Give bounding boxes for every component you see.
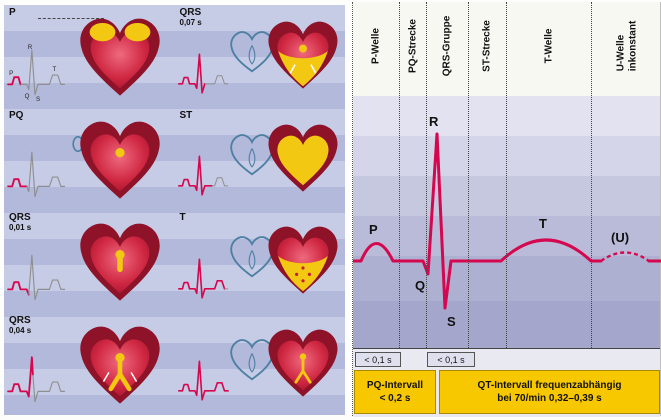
trace-letter-t: T (53, 65, 57, 72)
qt-interval-line2: bei 70/min 0,32–0,39 s (497, 393, 602, 404)
phase-name: T (179, 212, 186, 223)
column-t-welle: T-Welle (506, 2, 591, 96)
heart-illustration-septum-start (79, 223, 160, 301)
column-u-welle: U-Welle inkonstant (591, 2, 661, 96)
phase-cell-pq: PQ (4, 108, 175, 211)
column-separator (591, 2, 592, 348)
phase-name: ST (179, 109, 193, 121)
heart-outline-illustration (229, 31, 274, 73)
ecg-trace (177, 155, 228, 196)
column-separator (506, 2, 507, 348)
heart-illustration-bundle-branches (79, 326, 160, 404)
pq-interval-line2: < 0,2 s (379, 393, 411, 404)
phase-label: PQ (9, 109, 24, 121)
ecg-trace (177, 257, 228, 299)
phase-duration: 0,07 s (179, 18, 202, 27)
trace-letter-s: S (36, 95, 40, 102)
heart-illustration-repolarisation (268, 226, 338, 294)
phase-name: QRS (9, 314, 31, 326)
phase-cell-p: P R P Q S T (4, 5, 175, 108)
phase-label: T (180, 213, 186, 223)
phase-label: P (9, 8, 16, 18)
pq-interval-box: PQ-Intervall < 0,2 s (354, 370, 436, 414)
phase-cell-qrs-001: QRS 0,01 s (4, 210, 175, 313)
column-separator (468, 2, 469, 348)
phase-name: QRS (179, 7, 202, 18)
qt-interval-line1: QT-Intervall frequenzabhängig (477, 380, 622, 391)
p-duration-box: < 0,1 s (355, 352, 401, 367)
phase-cell-st: ST (175, 108, 346, 211)
heart-outline-illustration (229, 133, 274, 175)
phase-label: ST (179, 109, 193, 121)
ecg-trace (177, 52, 228, 94)
phase-cell-qrs-004: QRS 0,04 s (4, 313, 175, 416)
heart-outline-illustration (229, 236, 274, 278)
phase-cell-qrs-007: QRS 0,07 s (175, 5, 346, 108)
heart-illustration-ventricles-excited (268, 21, 338, 89)
heart-outline-illustration (229, 338, 274, 380)
column-label: PQ-Strecke (406, 19, 418, 73)
column-separator (426, 2, 427, 348)
column-pq-strecke: PQ-Strecke (399, 2, 426, 96)
phase-cell-end (175, 313, 346, 416)
ecg-trace: R P Q S T (7, 44, 65, 102)
wave-label-s: S (447, 314, 456, 329)
column-st-strecke: ST-Strecke (468, 2, 506, 96)
trace-letter-p: P (9, 70, 13, 77)
phase-cell-t: T (175, 210, 346, 313)
phase-label: QRS 0,07 s (180, 8, 202, 28)
phase-name: PQ (9, 109, 24, 121)
phase-duration: 0,01 s (9, 223, 32, 232)
repolarisation-dots (295, 266, 311, 283)
heart-illustration-fully-excited (268, 124, 338, 192)
u-wave-dashed (600, 251, 650, 262)
ecg-diagram-panel: P-Welle PQ-Strecke QRS-Gruppe ST-Strecke… (352, 2, 661, 417)
column-label: U-Welle (615, 34, 626, 72)
column-label: T-Welle (542, 28, 554, 64)
phase-name: QRS (9, 212, 31, 223)
ecg-trace (7, 254, 65, 300)
qt-interval-box: QT-Intervall frequenzabhängig bei 70/min… (439, 370, 660, 414)
heart-illustration-av-node (79, 121, 160, 199)
ecg-trace (177, 360, 229, 401)
timing-annotations: < 0,1 s < 0,1 s PQ-Intervall < 0,2 s QT-… (353, 348, 660, 417)
column-label: ST-Strecke (481, 20, 493, 72)
column-p-welle: P-Welle (353, 2, 399, 96)
heart-illustration-atria-excited (79, 18, 160, 96)
ecg-trace (7, 356, 65, 403)
wave-label-t: T (539, 216, 547, 231)
qrs-duration-box: < 0,1 s (427, 352, 475, 367)
phase-duration: 0,04 s (9, 325, 32, 335)
wave-label-p: P (369, 222, 378, 237)
ecg-trace (7, 151, 65, 198)
heart-illustration-resting (268, 329, 338, 397)
column-label: QRS-Gruppe (441, 15, 453, 77)
ecg-waveform-svg: P R Q S T (U) (353, 114, 661, 329)
column-label-2: inkonstant (626, 20, 638, 72)
ecg-phases-panel: P R P Q S T QRS (4, 5, 345, 415)
phase-name: P (9, 7, 16, 18)
wave-label-r: R (429, 114, 439, 129)
trace-letter-r: R (28, 44, 33, 51)
trace-letter-q: Q (25, 92, 30, 99)
wave-label-q: Q (415, 278, 425, 293)
phase-label: QRS 0,04 s (9, 314, 32, 336)
column-label: P-Welle (370, 28, 382, 64)
column-qrs-gruppe: QRS-Gruppe (426, 2, 468, 96)
phase-label: QRS 0,01 s (9, 213, 31, 233)
pq-interval-line1: PQ-Intervall (366, 380, 424, 391)
column-separator (399, 2, 400, 348)
wave-label-u: (U) (611, 230, 629, 245)
dashed-connector (38, 18, 104, 19)
